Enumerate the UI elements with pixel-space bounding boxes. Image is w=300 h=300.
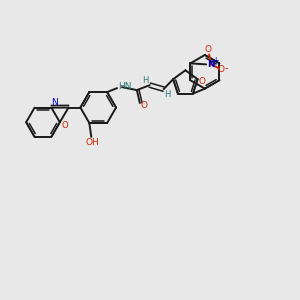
Text: O: O <box>61 121 68 130</box>
Text: O: O <box>205 45 212 54</box>
Text: H: H <box>142 76 149 85</box>
Text: HN: HN <box>118 82 132 91</box>
Text: O: O <box>218 65 224 74</box>
Text: OH: OH <box>85 138 99 147</box>
Text: N: N <box>207 60 215 69</box>
Text: N: N <box>51 98 58 107</box>
Text: +: + <box>212 56 218 65</box>
Text: -: - <box>224 63 228 73</box>
Text: O: O <box>198 77 205 86</box>
Text: O: O <box>140 101 147 110</box>
Text: H: H <box>164 90 171 99</box>
